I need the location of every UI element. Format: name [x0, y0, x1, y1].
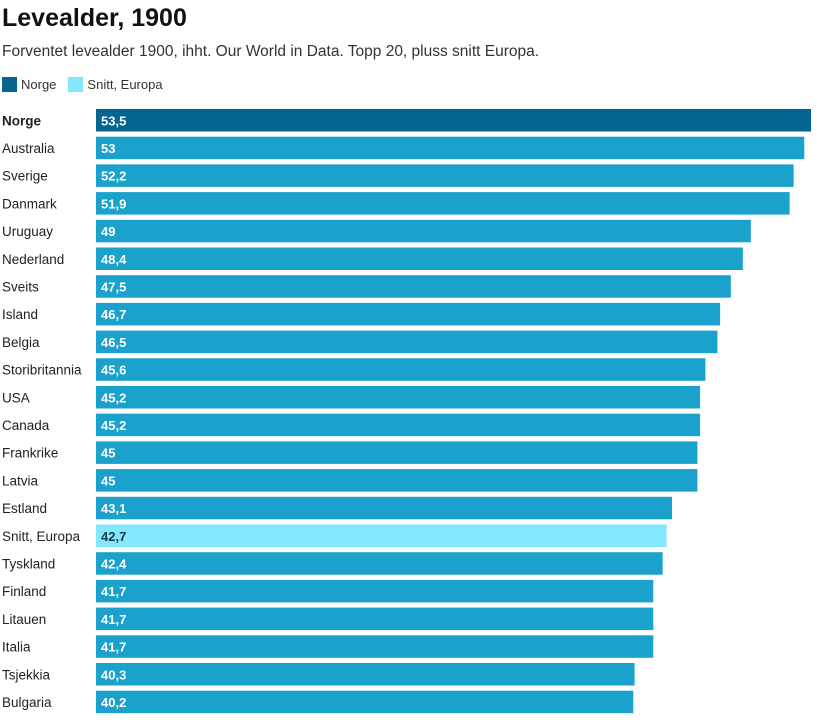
category-label-australia: Australia — [2, 141, 55, 156]
value-label-finland: 41,7 — [101, 584, 126, 599]
chart-title: Levealder, 1900 — [2, 4, 187, 32]
value-label-bulgaria: 40,2 — [101, 695, 126, 710]
category-label-tsjekkia: Tsjekkia — [2, 667, 51, 682]
value-label-norge: 53,5 — [101, 113, 126, 128]
category-label-latvia: Latvia — [2, 473, 39, 488]
category-label-litauen: Litauen — [2, 612, 46, 627]
value-label-litauen: 41,7 — [101, 612, 126, 627]
category-label-sverige: Sverige — [2, 169, 48, 184]
category-label-storibritannia: Storibritannia — [2, 363, 82, 378]
category-label-danmark: Danmark — [2, 196, 57, 211]
bar-bulgaria — [96, 690, 634, 714]
category-label-uruguay: Uruguay — [2, 224, 53, 239]
category-label-finland: Finland — [2, 584, 46, 599]
category-label-italia: Italia — [2, 640, 31, 655]
category-label-canada: Canada — [2, 418, 50, 433]
value-label-snitt-europa: 42,7 — [101, 529, 126, 544]
legend: Norge Snitt, Europa — [2, 77, 175, 92]
value-label-tsjekkia: 40,3 — [101, 667, 126, 682]
legend-label-norge: Norge — [21, 77, 57, 92]
category-label-bulgaria: Bulgaria — [2, 695, 52, 710]
category-label-belgia: Belgia — [2, 335, 40, 350]
value-label-sverige: 52,2 — [101, 169, 126, 184]
value-label-usa: 45,2 — [101, 390, 126, 405]
category-label-tyskland: Tyskland — [2, 556, 55, 571]
chart-subtitle: Forventet levealder 1900, ihht. Our Worl… — [2, 43, 540, 60]
category-label-snitt-europa: Snitt, Europa — [2, 529, 81, 544]
value-label-sveits: 47,5 — [101, 279, 126, 294]
value-label-latvia: 45 — [101, 473, 115, 488]
value-label-uruguay: 49 — [101, 224, 115, 239]
category-label-nederland: Nederland — [2, 252, 64, 267]
bar-australia — [96, 136, 805, 160]
value-label-estland: 43,1 — [101, 501, 126, 516]
bar-sveits — [96, 275, 731, 298]
legend-label-snitt-europa: Snitt, Europa — [87, 77, 163, 92]
bar-tyskland — [96, 552, 663, 575]
bar-sverige — [96, 164, 794, 187]
bar-uruguay — [96, 219, 751, 243]
category-label-estland: Estland — [2, 501, 47, 516]
value-label-danmark: 51,9 — [101, 196, 126, 211]
bar-italia — [96, 635, 654, 658]
value-label-canada: 45,2 — [101, 418, 126, 433]
bar-finland — [96, 579, 654, 603]
value-label-australia: 53 — [101, 141, 115, 156]
category-label-island: Island — [2, 307, 38, 322]
value-label-nederland: 48,4 — [101, 252, 127, 267]
value-label-storibritannia: 45,6 — [101, 363, 126, 378]
legend-item-norge: Norge — [2, 77, 56, 92]
bar-norge — [96, 109, 811, 132]
value-label-frankrike: 45 — [101, 446, 115, 461]
bar-nederland — [96, 247, 743, 270]
bar-latvia — [96, 469, 698, 492]
value-label-tyskland: 42,4 — [101, 556, 127, 571]
value-label-island: 46,7 — [101, 307, 126, 322]
bar-danmark — [96, 192, 790, 215]
bar-island — [96, 302, 721, 326]
category-label-frankrike: Frankrike — [2, 446, 58, 461]
bar-usa — [96, 386, 701, 409]
legend-swatch-snitt-europa — [68, 77, 84, 92]
legend-item-snitt-europa: Snitt, Europa — [68, 77, 163, 92]
bar-estland — [96, 496, 673, 520]
bar-frankrike — [96, 441, 698, 464]
value-label-belgia: 46,5 — [101, 335, 126, 350]
legend-swatch-norge — [2, 77, 17, 92]
bar-litauen — [96, 607, 654, 631]
bar-snitt-europa — [96, 524, 667, 547]
bar-tsjekkia — [96, 663, 635, 686]
bar-storibritannia — [96, 358, 706, 381]
category-label-norge: Norge — [2, 113, 41, 128]
category-label-usa: USA — [2, 390, 30, 405]
category-label-sveits: Sveits — [2, 279, 39, 294]
bar-canada — [96, 413, 701, 437]
bar-belgia — [96, 330, 718, 354]
value-label-italia: 41,7 — [101, 640, 126, 655]
